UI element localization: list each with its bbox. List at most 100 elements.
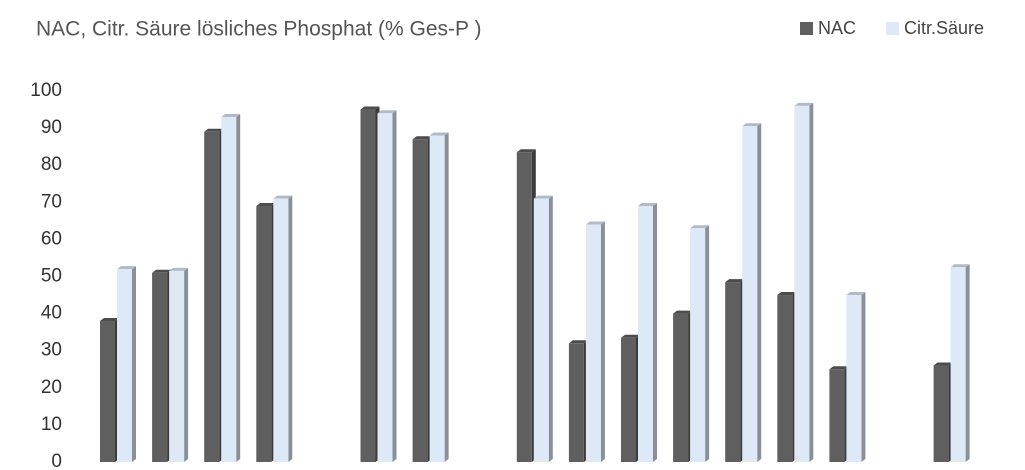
y-tick-label: 0 [51,451,62,470]
bar-top [950,264,970,268]
bar-front [673,313,689,462]
bar-front [412,139,428,463]
bar-side [548,195,553,462]
bar-front [221,116,237,462]
bar-top [169,267,189,271]
bar-front [690,228,706,462]
bar-top [377,110,397,114]
bar [221,113,241,462]
bar [933,362,953,462]
bar [533,195,553,462]
bar-top [725,279,745,283]
bar-front [204,131,220,462]
chart-title: NAC, Citr. Säure lösliches Phosphat (% G… [36,18,481,41]
bar [777,292,797,462]
bar-front [169,270,185,462]
bar-side [288,195,293,462]
bar [673,310,693,462]
bar [846,292,866,462]
bar [429,132,449,462]
bar-front [846,295,862,462]
bar [585,221,605,462]
bar-top [516,149,536,153]
bar-top [429,132,449,136]
bar-top [204,128,224,132]
bar [794,102,814,462]
y-tick-label: 100 [30,80,62,101]
bar [204,128,224,462]
y-tick-label: 90 [41,117,62,138]
bar-front [117,269,132,462]
bar-front [725,282,741,462]
bar [273,195,293,462]
bar-front [777,295,793,462]
y-tick-label: 80 [41,154,62,175]
bar-top [794,102,814,106]
bar-top [673,310,693,314]
bar-side [444,132,449,462]
bar-top [690,225,710,229]
bar-front [829,369,845,462]
bar-front [568,343,584,462]
bar-top [846,292,866,296]
bar-front [585,224,601,462]
y-tick-label: 10 [41,414,62,435]
bar [742,123,762,463]
bar [725,279,745,462]
bar-side [392,110,397,462]
legend-swatch [886,22,899,35]
bar-side [653,203,657,462]
bar [568,340,588,462]
bar [117,266,136,462]
y-tick-label: 70 [41,191,62,212]
bar [360,106,380,463]
bar-top [152,269,172,273]
bar-front [516,152,532,462]
bar [829,366,849,462]
bar-front [360,109,376,463]
bar-front [794,105,810,462]
bar-side [861,292,866,462]
bar-side [184,267,189,462]
legend-label: Citr.Säure [904,18,984,38]
bar [950,264,970,462]
bar-front [377,113,393,462]
bar-top [412,136,432,140]
bar [169,267,189,462]
bar-top [777,292,797,296]
bar-front [621,337,636,462]
bar [100,318,119,462]
bar-top [256,203,276,207]
bar [152,269,172,462]
bar-front [256,206,272,462]
bar-front [273,198,289,462]
legend-label: NAC [818,18,856,38]
bar-top [273,195,293,199]
bar-top [621,334,640,338]
bar-side [965,264,970,462]
bar-front [429,135,445,462]
bar-top [360,106,380,110]
bar-top [100,318,119,322]
bar-top [568,340,588,344]
y-tick-label: 20 [41,377,62,398]
bar [638,203,657,462]
bar [377,110,397,462]
y-tick-label: 50 [41,266,62,287]
y-tick-label: 60 [41,228,62,249]
bar-front [152,272,168,462]
bar-side [809,102,814,462]
bar-side [705,225,710,462]
bar-front [638,206,653,462]
bar [256,203,276,462]
bar-side [600,221,605,462]
bar-top [933,362,953,366]
bar-side [236,113,241,462]
bar [621,334,640,462]
y-tick-label: 30 [41,340,62,361]
legend-swatch [800,22,813,35]
bar-top [117,266,136,270]
bar-top [829,366,849,370]
bar-top [638,203,657,207]
